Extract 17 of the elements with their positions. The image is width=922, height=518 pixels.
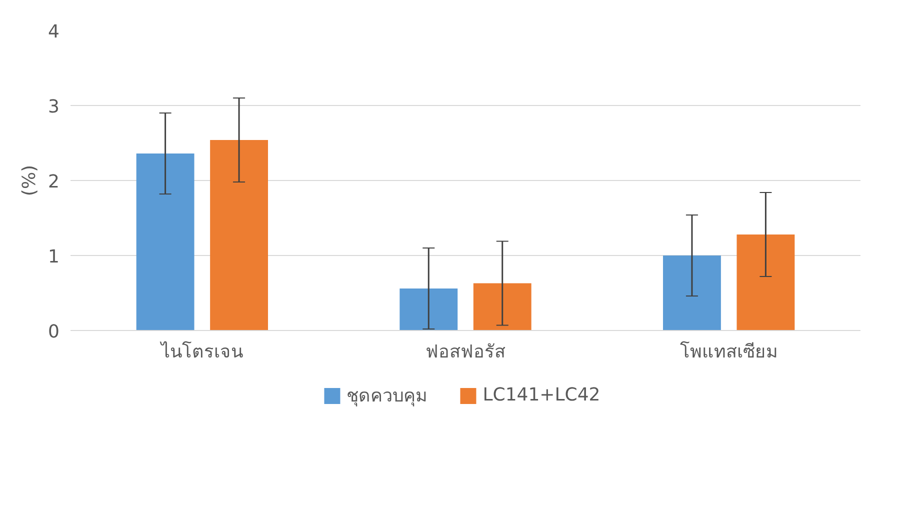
- y-tick-label: 1: [48, 246, 60, 268]
- bar: [473, 283, 532, 330]
- x-tick-label: ไนโตรเจน: [159, 340, 244, 362]
- bar: [663, 256, 721, 330]
- y-tick-label: 0: [48, 322, 60, 342]
- bar: [736, 234, 795, 330]
- x-tick-label: ฟอสฟอรัส: [426, 342, 506, 362]
- legend-label: LC141+LC42: [482, 384, 600, 406]
- y-tick-label: 3: [48, 96, 60, 118]
- legend-label: ชุดควบคุม: [346, 384, 428, 408]
- y-tick-label: 2: [48, 172, 60, 192]
- y-axis-title: (%): [19, 164, 40, 196]
- x-tick-label: โพแทสเซียม: [680, 340, 778, 362]
- bar: [210, 140, 268, 330]
- bar: [136, 154, 194, 330]
- y-tick-label: 4: [48, 22, 60, 42]
- bar: [400, 288, 458, 330]
